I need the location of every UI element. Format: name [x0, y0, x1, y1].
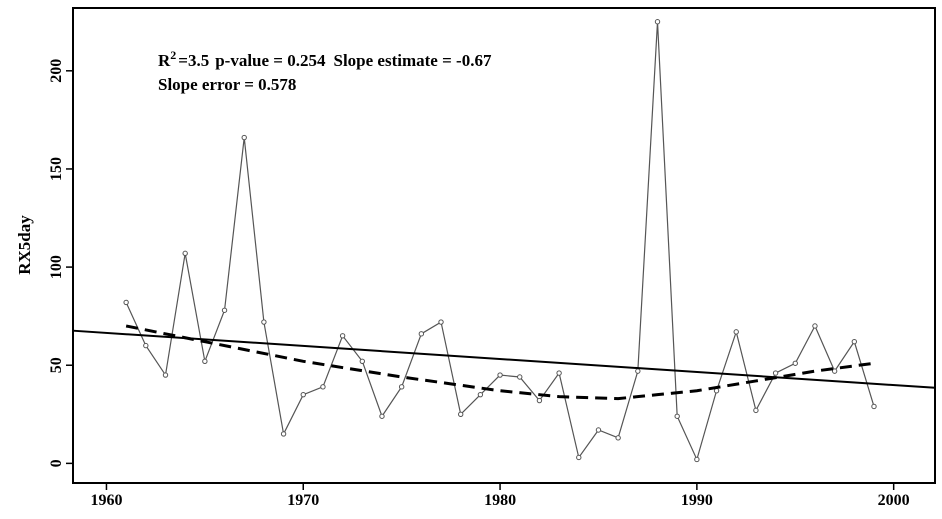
data-point: [221, 307, 228, 313]
data-point: [654, 19, 661, 25]
data-point: [556, 370, 562, 376]
annotation-part: =3.5: [178, 51, 209, 70]
data-point: [202, 358, 208, 365]
data-point: [536, 397, 543, 404]
x-tick-label: 2000: [878, 492, 910, 509]
y-tick-label: 50: [48, 357, 65, 373]
x-tick-label: 1960: [90, 492, 122, 509]
data-point: [851, 338, 858, 345]
data-point: [143, 342, 149, 349]
data-point: [635, 368, 641, 374]
series-line: [72, 329, 936, 389]
annotation: Slope error = 0.578: [158, 75, 296, 94]
data-point: [831, 368, 838, 374]
data-point: [792, 360, 798, 366]
data-point: [280, 431, 287, 437]
data-point: [261, 319, 267, 325]
data-point: [182, 250, 188, 257]
data-point: [497, 372, 503, 378]
data-point: [576, 454, 582, 461]
data-point: [379, 413, 385, 419]
data-point: [398, 384, 405, 390]
data-point: [458, 411, 464, 418]
data-point: [772, 370, 779, 376]
annotation-part: p-value = 0.254: [215, 51, 326, 70]
annotation-part: R: [158, 51, 171, 70]
x-tick-label: 1980: [484, 492, 516, 509]
data-point: [300, 391, 306, 398]
annotation-part: Slope estimate = -0.67: [334, 51, 492, 70]
data-point: [615, 435, 621, 441]
data-point: [871, 403, 877, 410]
plot-frame: [72, 7, 936, 484]
series-line: [125, 324, 875, 401]
y-tick-label: 0: [48, 459, 65, 467]
data-point: [162, 372, 169, 378]
data-point: [241, 134, 247, 141]
data-point: [477, 391, 484, 398]
y-tick-label: 150: [48, 157, 65, 181]
y-tick-label: 100: [48, 255, 65, 279]
data-point: [674, 413, 680, 419]
data-point: [595, 427, 602, 433]
data-point: [320, 384, 326, 390]
x-tick-label: 1990: [681, 492, 713, 509]
data-point: [753, 407, 759, 414]
x-tick-label: 1970: [287, 492, 319, 509]
data-point: [733, 329, 739, 335]
data-point: [123, 299, 129, 306]
data-point: [339, 333, 346, 339]
data-point: [438, 319, 444, 325]
data-point: [359, 358, 366, 365]
data-point: [517, 374, 523, 380]
annotation-part: 2: [170, 48, 176, 62]
y-tick-label: 200: [48, 59, 65, 83]
y-axis-label: RX5day: [15, 215, 34, 275]
data-point: [694, 456, 700, 463]
data-point: [418, 331, 425, 337]
data-point: [812, 323, 818, 329]
annotation: R2 =3.5 p-value = 0.254 Slope estimate = -0…: [158, 48, 492, 70]
